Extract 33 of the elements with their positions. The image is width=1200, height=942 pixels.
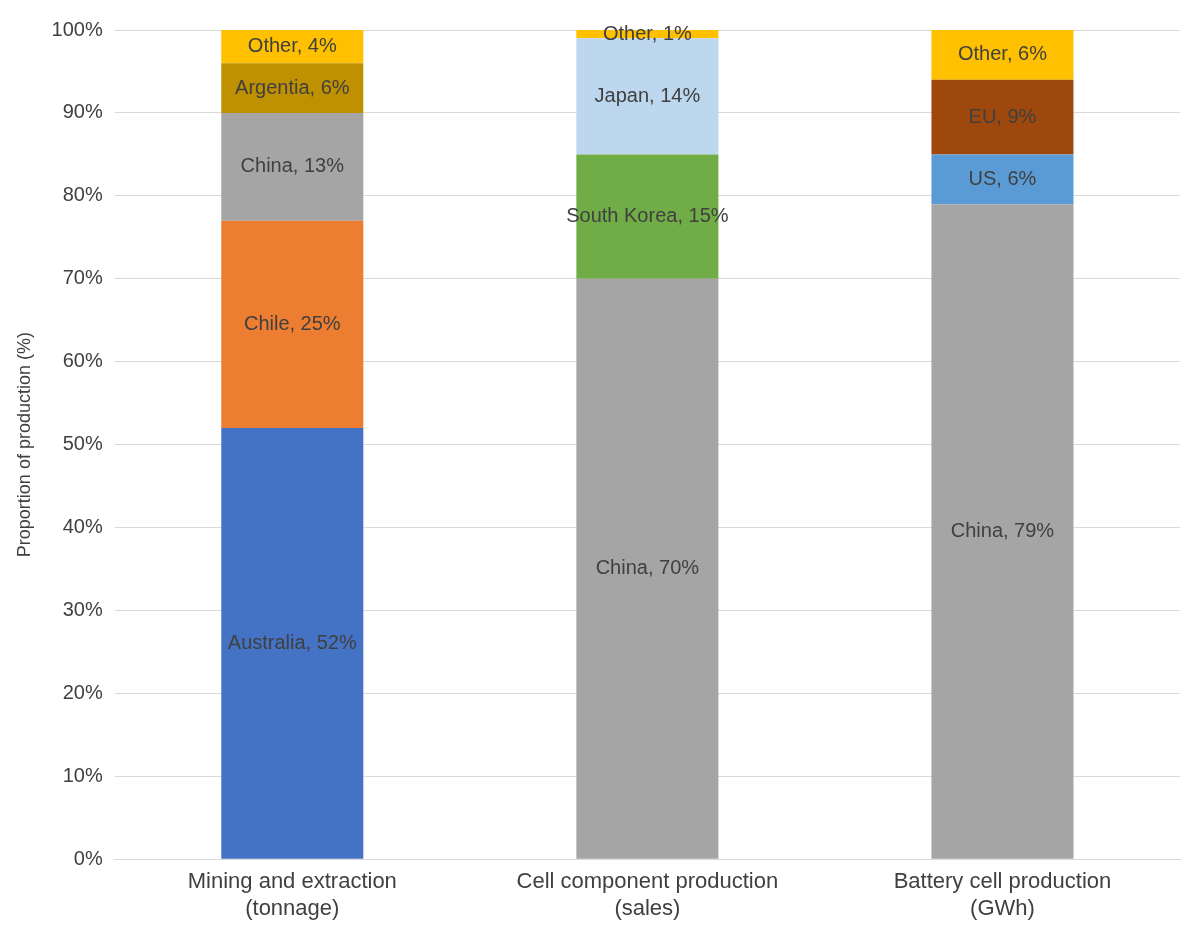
data-label: Other, 6% (957, 42, 1048, 65)
y-tick-label: 80% (62, 183, 103, 206)
y-tick-label: 40% (62, 515, 103, 538)
data-label: Japan, 14% (594, 83, 701, 106)
bar (576, 278, 719, 859)
x-tick-label: Battery cell production (GWh) (893, 868, 1112, 920)
data-label: EU, 9% (968, 104, 1037, 127)
y-tick-label: 100% (51, 17, 103, 40)
y-tick-label: 0% (73, 846, 103, 869)
data-label: Chile, 25% (243, 311, 341, 334)
data-label: Argentia, 6% (235, 75, 350, 98)
y-tick-label: 60% (62, 349, 103, 372)
y-tick-label: 90% (62, 100, 103, 123)
bar (931, 204, 1074, 859)
y-tick-label: 20% (62, 680, 103, 703)
y-tick-label: 50% (62, 432, 103, 455)
data-label: Australia, 52% (227, 630, 357, 653)
bar (221, 220, 364, 429)
bar (931, 79, 1074, 155)
x-tick-label: Mining and extraction (tonnage) (187, 868, 397, 920)
y-tick-label: 10% (62, 763, 103, 786)
bar (931, 154, 1074, 205)
bar (221, 428, 364, 859)
bar (931, 30, 1074, 80)
data-label: China, 13% (240, 154, 345, 177)
data-label: US, 6% (968, 166, 1037, 189)
y-tick-label: 70% (62, 266, 103, 289)
data-label: Other, 4% (247, 34, 337, 57)
x-tick-label: Cell component production (sales) (516, 868, 779, 920)
data-label: China, 70% (595, 556, 700, 579)
y-axis-title: Proportion of production (%) (13, 332, 34, 558)
data-label: China, 79% (950, 518, 1055, 541)
y-tick-label: 30% (62, 597, 103, 620)
